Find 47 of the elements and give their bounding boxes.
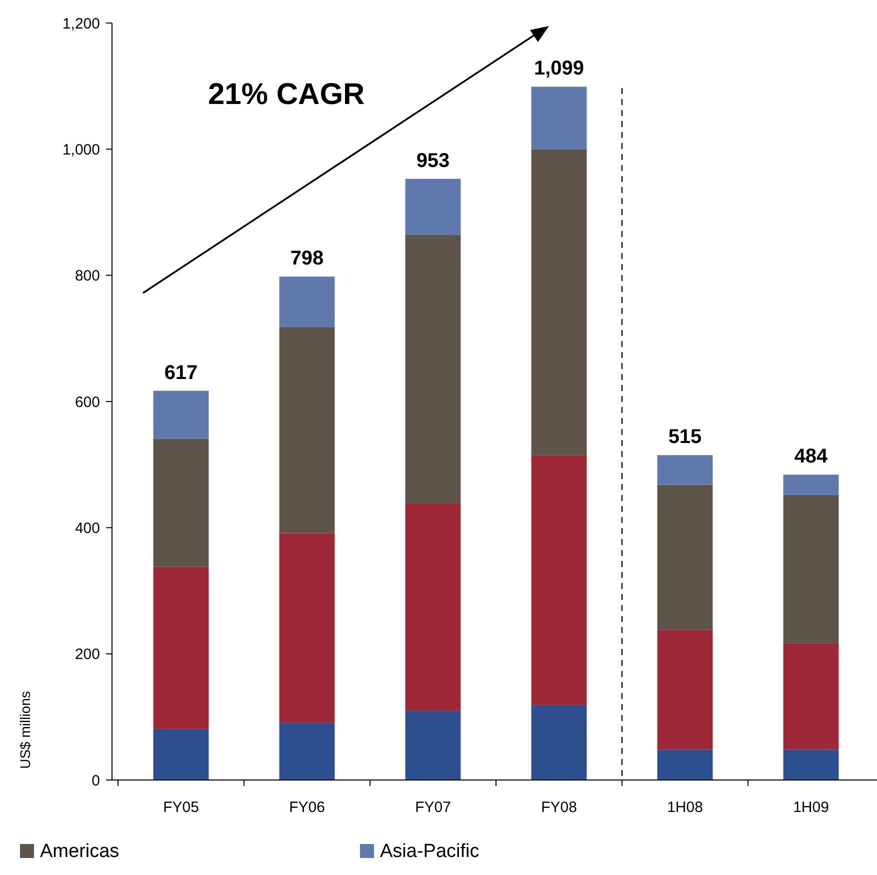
y-tick-label: 600 <box>74 394 100 411</box>
total-label: 617 <box>164 362 198 384</box>
legend-label: Asia-Pacific <box>380 841 480 862</box>
legend-label: Americas <box>40 841 120 862</box>
bar <box>405 503 461 711</box>
bar <box>657 455 713 485</box>
bar <box>531 704 587 780</box>
y-tick-label: 0 <box>92 772 100 790</box>
bar <box>657 630 713 750</box>
total-label: 798 <box>290 248 324 270</box>
bar <box>783 494 839 644</box>
x-tick-label: 1H08 <box>667 799 703 816</box>
bar <box>531 149 587 456</box>
bar <box>405 178 461 235</box>
y-tick-label: 200 <box>74 646 100 664</box>
bar <box>657 750 713 780</box>
y-axis-title: US$ millions <box>17 691 33 769</box>
bar <box>405 234 461 504</box>
bar <box>783 643 839 750</box>
bar <box>783 750 839 780</box>
total-label: 953 <box>416 150 450 172</box>
bar <box>783 474 839 495</box>
bar <box>279 533 335 723</box>
bar <box>279 276 335 328</box>
y-tick-label: 1,200 <box>62 15 100 32</box>
bar <box>657 484 713 630</box>
bar <box>279 722 335 780</box>
x-tick-label: FY08 <box>541 799 577 816</box>
bar <box>153 728 209 780</box>
x-tick-label: FY05 <box>163 799 199 816</box>
annotation: 21% CAGR <box>208 78 366 111</box>
y-tick-label: 800 <box>74 268 100 285</box>
total-label: 484 <box>794 446 829 468</box>
bar <box>531 455 587 705</box>
bar <box>405 710 461 780</box>
bar <box>153 566 209 729</box>
x-tick-label: FY06 <box>289 799 325 816</box>
total-label: 1,099 <box>534 58 584 80</box>
bar <box>531 86 587 150</box>
bar <box>153 438 209 567</box>
x-tick-label: FY07 <box>415 799 451 816</box>
x-tick-label: 1H09 <box>793 799 829 816</box>
bar <box>279 327 335 534</box>
bar <box>153 390 209 439</box>
y-tick-label: 1,000 <box>62 141 100 158</box>
y-tick-label: 400 <box>74 520 100 537</box>
total-label: 515 <box>668 426 702 448</box>
